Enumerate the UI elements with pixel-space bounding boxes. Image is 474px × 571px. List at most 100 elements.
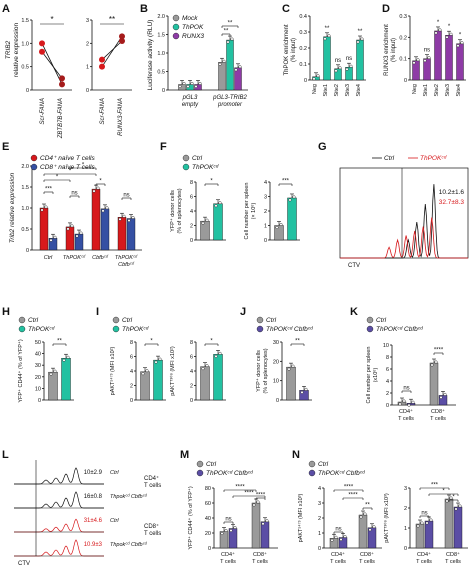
panel-b-letter: B (140, 3, 148, 15)
panel-i-left-bar-1-point (154, 360, 158, 364)
panel-a-left-point (39, 48, 45, 55)
panel-n-left-3-significance: ** (365, 503, 370, 509)
panel-e-6-significance: ns (123, 193, 129, 199)
panel-c-bar (356, 39, 364, 81)
panel-i-left-tick-label: 0 (130, 398, 133, 404)
panel-b-1-significance: ** (224, 29, 229, 35)
panel-h-tick-label: 30 (35, 363, 41, 369)
panel-i-right-tick-label: 8 (190, 340, 193, 346)
panel-m-bar-1-0 (251, 502, 261, 549)
panel-b-tick-label: 0.5 (157, 70, 165, 76)
panel-e-group-label: Cbfbᶜᵈ (118, 261, 135, 268)
panel-i-legend-ctrl-swatch (112, 316, 120, 324)
panel-h-letter: H (2, 306, 10, 318)
panel-f-right-tick-label: 1 (264, 224, 267, 230)
panel-b-legend-mock-swatch (172, 14, 180, 22)
panel-g-letter: G (318, 141, 327, 153)
panel-m-bar-0-1-point (229, 529, 233, 533)
panel-e-bar-1-0 (65, 226, 75, 251)
panel-k-legend-ctrl-label: Ctrl (376, 317, 387, 324)
panel-e-bar-1-0-point (70, 224, 74, 228)
panel-k-tick-label: 2 (386, 391, 389, 397)
panel-f-right-significance: *** (282, 179, 290, 185)
panel-e-bar-0-0-point (40, 208, 44, 212)
panel-k-bar-0-1-point (411, 400, 415, 404)
panel-g-frame (339, 167, 469, 259)
panel-j-bar-0-point (291, 364, 295, 368)
panel-n-right-cat: CD4⁺ (417, 551, 431, 558)
panel-d-bar-point (434, 31, 438, 35)
panel-c-cat: Site1 (323, 84, 329, 97)
panel-k-bar-1-0 (429, 362, 439, 406)
panel-m-bar-0-1-point (233, 526, 237, 530)
panel-k-bar-0-0-point (398, 402, 402, 406)
panel-i-legend-thpok-swatch (112, 325, 120, 333)
panel-f-right-bar-0-point (279, 222, 283, 226)
panel-l-value-2: 31±4.6 (84, 518, 103, 524)
panel-j-ylabel: YFP⁺ donor cells (255, 350, 262, 392)
panel-c-significance: ns (346, 56, 352, 62)
panel-e-legend-cd8-label: CD8⁺ naïve T cells (40, 164, 95, 171)
panel-e-bar-2-1 (100, 208, 110, 251)
panel-h-bar-0-point (49, 372, 53, 376)
panel-m-bar-1-0-point (252, 503, 256, 507)
panel-m-tick-label: 0 (208, 546, 211, 552)
panel-d-cat: Site2 (434, 84, 440, 97)
panel-m-2-significance: ns (225, 517, 231, 523)
panel-c-bar (323, 36, 331, 81)
panel-h-bar-1-point (66, 355, 70, 359)
panel-c-tick-label: 0.4 (299, 14, 307, 20)
panel-e-1-significance: * (69, 169, 72, 175)
panel-k-bar-1-1-point (439, 395, 443, 399)
panel-d-bar-point (438, 28, 442, 32)
panel-n-left-bar-1-0-point (363, 512, 367, 516)
panel-b-bar-1-2-point (234, 68, 238, 72)
panel-m-bar-1-1-point (261, 522, 265, 526)
panel-n-left-bar-1-1-point (372, 525, 376, 529)
panel-b-group-label: empty (182, 102, 199, 108)
panel-h-tick-label: 50 (35, 340, 41, 346)
panel-n-legend-ctrl-label: Ctrl (318, 461, 329, 468)
panel-f-right-tick-label: 0 (264, 238, 267, 244)
panel-b-legend-thpok-label: ThPOK (182, 24, 204, 31)
panel-f-right-tick-label: 4 (264, 180, 267, 186)
panel-h-legend-ctrl-swatch (18, 316, 26, 324)
panel-b-legend-runx3-label: RUNX3 (182, 33, 204, 40)
panel-n-right-tick-label: 1 (404, 526, 407, 532)
panel-e-bar-2-1-point (101, 209, 105, 213)
panel-f-left-bar-0-point (201, 221, 205, 225)
panel-c-bar-point (356, 40, 360, 44)
panel-i-right-tick-label: 6 (190, 355, 193, 361)
panel-d-bar-point (449, 32, 453, 36)
panel-a-ylabel: TRIB2 (5, 40, 12, 59)
panel-n-right-bar-0-0-point (416, 524, 420, 528)
panel-b-bar-0-0-point (178, 84, 182, 88)
panel-b-bar-0-2-point (198, 81, 202, 85)
panel-d-tick-label: 0.1 (399, 57, 407, 63)
panel-e-2-significance: * (82, 163, 85, 169)
panel-b-legend-thpok-swatch (172, 23, 180, 31)
panel-n-right-bar-1-0 (444, 498, 454, 549)
panel-c-cat: Site4 (356, 84, 362, 97)
panel-f-legend-thpok-swatch (182, 163, 190, 171)
panel-a-right-cat: RUNX3-FANA (118, 98, 124, 136)
panel-d-bar-point (460, 41, 464, 45)
panel-b-bar-1-2-point (238, 65, 242, 69)
panel-k-tick-label: 8 (386, 355, 389, 361)
panel-n-left-tick-label: 2 (318, 516, 321, 522)
panel-m-legend-dko-swatch (196, 469, 204, 477)
panel-b-ylabel: Luciferase activity (RLU) (147, 20, 154, 91)
panel-c-tick-label: 0.3 (299, 30, 307, 36)
panel-b-tick-label: 1.5 (157, 33, 165, 39)
panel-g-value-thpok: 32.7±8.3 (439, 199, 465, 206)
panel-d-cat: Site4 (456, 84, 462, 97)
panel-d-bar (445, 35, 453, 81)
panel-h-legend-ctrl-label: Ctrl (28, 317, 39, 324)
panel-n-left-1-significance: **** (348, 493, 358, 499)
panel-n-left-bar-1-1-point (368, 528, 372, 532)
panel-b-bar-1-1 (226, 39, 234, 91)
panel-n-left-cat: T cells (330, 559, 346, 565)
panel-l-value-0: 10±2.9 (84, 470, 103, 476)
panel-n-right-bar-1-1 (453, 506, 463, 549)
